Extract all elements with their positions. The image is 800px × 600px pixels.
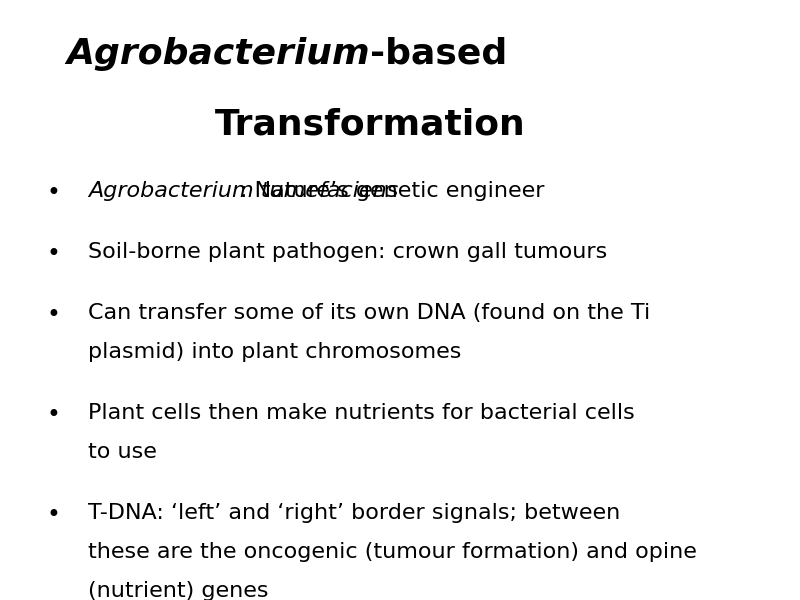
Text: •: • xyxy=(47,403,61,427)
Text: Plant cells then make nutrients for bacterial cells: Plant cells then make nutrients for bact… xyxy=(88,403,635,422)
Text: •: • xyxy=(47,181,61,205)
Text: (nutrient) genes: (nutrient) genes xyxy=(88,581,269,600)
Text: -based: -based xyxy=(370,37,507,71)
Text: Agrobacterium tumefaciens: Agrobacterium tumefaciens xyxy=(88,181,398,201)
Text: to use: to use xyxy=(88,442,157,461)
Text: these are the oncogenic (tumour formation) and opine: these are the oncogenic (tumour formatio… xyxy=(88,542,697,562)
Text: Agrobacterium: Agrobacterium xyxy=(66,37,370,71)
Text: Transformation: Transformation xyxy=(214,107,526,142)
Text: Can transfer some of its own DNA (found on the Ti: Can transfer some of its own DNA (found … xyxy=(88,302,650,323)
Text: plasmid) into plant chromosomes: plasmid) into plant chromosomes xyxy=(88,341,462,362)
Text: •: • xyxy=(47,302,61,326)
Text: : Nature’s genetic engineer: : Nature’s genetic engineer xyxy=(240,181,545,201)
Text: T-DNA: ‘left’ and ‘right’ border signals; between: T-DNA: ‘left’ and ‘right’ border signals… xyxy=(88,503,621,523)
Text: •: • xyxy=(47,503,61,527)
Text: Soil-borne plant pathogen: crown gall tumours: Soil-borne plant pathogen: crown gall tu… xyxy=(88,242,607,262)
Text: •: • xyxy=(47,242,61,266)
